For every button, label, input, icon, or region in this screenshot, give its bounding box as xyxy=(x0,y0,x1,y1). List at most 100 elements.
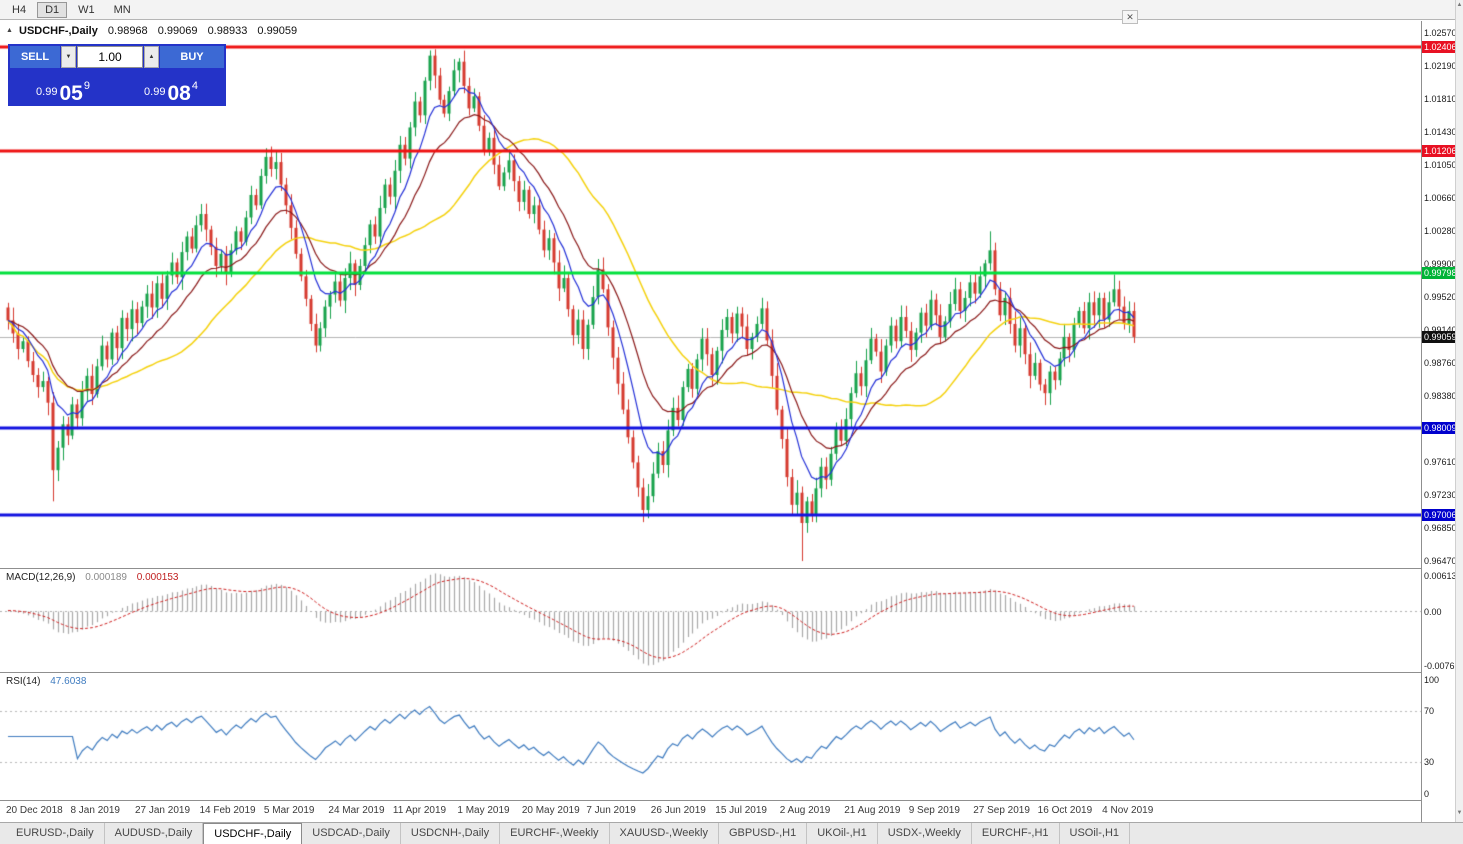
volume-increase-button[interactable]: ▲ xyxy=(144,46,159,68)
rsi-panel-canvas[interactable] xyxy=(0,673,1421,800)
price-axis-tick: 0.99520 xyxy=(1424,292,1457,303)
date-axis-label: 20 Dec 2018 xyxy=(6,805,63,816)
ohlc-low: 0.98933 xyxy=(207,25,248,37)
price-axis-tick: 0.96850 xyxy=(1424,523,1457,534)
price-axis-tick: 1.02570 xyxy=(1424,28,1457,39)
macd-axis-min: -0.00761 xyxy=(1424,661,1460,671)
date-axis-label: 4 Nov 2019 xyxy=(1102,805,1154,816)
date-axis-label: 24 Mar 2019 xyxy=(328,805,385,816)
date-axis-label: 9 Sep 2019 xyxy=(908,805,960,816)
timeframe-toolbar: H4 D1 W1 MN xyxy=(0,0,1463,20)
chart-tab-eurchf-weekly[interactable]: EURCHF-,Weekly xyxy=(500,823,610,844)
chart-tab-usdchf-daily[interactable]: USDCHF-,Daily xyxy=(203,823,303,844)
date-axis-label: 20 May 2019 xyxy=(521,805,580,816)
hline-price-label: 0.99798 xyxy=(1422,267,1459,280)
current-price-label: 0.99059 xyxy=(1422,330,1459,343)
buy-button[interactable]: BUY xyxy=(160,46,224,68)
chart-tab-usoil-h1[interactable]: USOil-,H1 xyxy=(1060,823,1131,844)
hline-price-label: 1.02406 xyxy=(1422,41,1459,54)
price-axis[interactable]: 1.02570 1.02190 1.01810 1.01430 1.01050 1.006… xyxy=(1421,21,1460,822)
date-axis-label: 27 Jan 2019 xyxy=(134,805,191,816)
date-axis-label: 14 Feb 2019 xyxy=(199,805,256,816)
price-axis-tick: 0.96470 xyxy=(1424,556,1457,567)
volume-decrease-button[interactable]: ▼ xyxy=(61,46,76,68)
ohlc-open: 0.98968 xyxy=(107,25,148,37)
price-axis-tick: 1.00660 xyxy=(1424,193,1457,204)
price-axis-tick: 0.99140 xyxy=(1424,324,1457,335)
scroll-down-icon[interactable]: ▼ xyxy=(1456,810,1463,816)
date-axis-label: 8 Jan 2019 xyxy=(70,805,120,816)
timeframe-button-mn[interactable]: MN xyxy=(113,3,131,16)
timeframe-button-w1[interactable]: W1 xyxy=(78,3,95,16)
macd-signal-value: 0.000153 xyxy=(136,572,179,583)
date-axis-label: 16 Oct 2019 xyxy=(1037,805,1093,816)
chart-tab-usdx-weekly[interactable]: USDX-,Weekly xyxy=(878,823,972,844)
date-axis-label: 15 Jul 2019 xyxy=(715,805,767,816)
date-axis-label: 27 Sep 2019 xyxy=(973,805,1030,816)
chart-tab-xauusd-weekly[interactable]: XAUUSD-,Weekly xyxy=(610,823,719,844)
chart-close-button[interactable]: ✕ xyxy=(1122,10,1138,24)
rsi-value: 47.6038 xyxy=(50,676,87,687)
timeframe-button-d1[interactable]: D1 xyxy=(37,1,68,18)
price-axis-tick: 1.01430 xyxy=(1424,126,1457,137)
chart-tab-usdcad-daily[interactable]: USDCAD-,Daily xyxy=(302,823,401,844)
chart-tab-eurchf-h1[interactable]: EURCHF-,H1 xyxy=(972,823,1060,844)
price-axis-tick: 1.00280 xyxy=(1424,226,1457,237)
ohlc-high: 0.99069 xyxy=(157,25,198,37)
rsi-axis-30: 30 xyxy=(1424,756,1435,767)
chart-tab-usdcnh-daily[interactable]: USDCNH-,Daily xyxy=(401,823,501,844)
vertical-scrollbar[interactable]: ▲ ▼ xyxy=(1455,0,1463,822)
chart-tab-audusd-daily[interactable]: AUDUSD-,Daily xyxy=(105,823,204,844)
date-axis-label: 11 Apr 2019 xyxy=(392,805,447,816)
date-axis-label: 5 Mar 2019 xyxy=(263,805,315,816)
price-axis-tick: 0.97610 xyxy=(1424,457,1457,468)
date-axis-label: 2 Aug 2019 xyxy=(779,805,831,816)
date-axis-label: 7 Jun 2019 xyxy=(586,805,636,816)
sell-price-pips: 05 xyxy=(59,81,83,105)
sell-button[interactable]: SELL xyxy=(10,46,60,68)
price-axis-tick: 0.98760 xyxy=(1424,357,1457,368)
chart-tab-gbpusd-h1[interactable]: GBPUSD-,H1 xyxy=(719,823,808,844)
chart-tab-ukoil-h1[interactable]: UKOil-,H1 xyxy=(807,823,878,844)
rsi-axis-70: 70 xyxy=(1424,706,1435,717)
hline-price-label: 1.01206 xyxy=(1422,145,1459,158)
rsi-panel-separator[interactable] xyxy=(0,672,1455,673)
sell-price-display[interactable]: 0.99059 xyxy=(10,70,116,105)
price-axis-tick: 0.97230 xyxy=(1424,490,1457,501)
hline-price-label: 0.97006 xyxy=(1422,508,1459,521)
date-axis-label: 26 Jun 2019 xyxy=(650,805,706,816)
macd-panel-canvas[interactable] xyxy=(0,569,1421,672)
chart-tab-eurusd-daily[interactable]: EURUSD-,Daily xyxy=(6,823,105,844)
volume-input[interactable] xyxy=(77,46,143,68)
scroll-up-icon[interactable]: ▲ xyxy=(1456,2,1463,8)
step-up-icon: ▲ xyxy=(148,54,155,60)
timeframe-button-h4[interactable]: H4 xyxy=(12,3,27,16)
price-axis-tick: 0.99900 xyxy=(1424,259,1457,270)
chart-symbol-period: USDCHF-,Daily xyxy=(19,25,98,37)
date-axis-separator xyxy=(0,800,1455,801)
chart-tabs-bar: EURUSD-,Daily AUDUSD-,Daily USDCHF-,Daily U… xyxy=(0,822,1463,844)
rsi-axis-0: 0 xyxy=(1424,789,1430,799)
price-chart-canvas[interactable] xyxy=(0,21,1421,568)
macd-axis-zero: 0.00 xyxy=(1424,606,1442,617)
price-axis-tick: 1.02190 xyxy=(1424,61,1457,71)
rsi-axis-100: 100 xyxy=(1424,675,1440,685)
sell-price-point: 9 xyxy=(83,80,90,92)
date-axis[interactable]: 20 Dec 2018 8 Jan 2019 27 Jan 2019 14 Feb 2… xyxy=(0,801,1421,822)
rsi-name: RSI(14) xyxy=(6,676,41,687)
close-icon: ✕ xyxy=(1126,12,1134,22)
macd-panel-separator[interactable] xyxy=(0,568,1455,569)
price-axis-tick: 0.98380 xyxy=(1424,390,1457,401)
sell-price-bigfigure: 0.99 xyxy=(36,86,58,98)
buy-price-display[interactable]: 0.99084 xyxy=(118,70,224,105)
buy-price-point: 4 xyxy=(191,80,198,92)
hline-price-label: 0.98009 xyxy=(1422,421,1459,434)
date-axis-label: 21 Aug 2019 xyxy=(844,805,901,816)
chart-title: ▲ USDCHF-,Daily 0.98968 0.99069 0.98933 … xyxy=(6,25,297,37)
collapse-one-click-arrow-icon[interactable]: ▲ xyxy=(6,27,13,34)
rsi-indicator-label: RSI(14) 47.6038 xyxy=(6,676,86,687)
ohlc-close: 0.99059 xyxy=(257,25,298,37)
price-axis-tick: 1.01810 xyxy=(1424,93,1457,104)
macd-name: MACD(12,26,9) xyxy=(6,572,76,583)
buy-price-pips: 08 xyxy=(167,81,191,105)
